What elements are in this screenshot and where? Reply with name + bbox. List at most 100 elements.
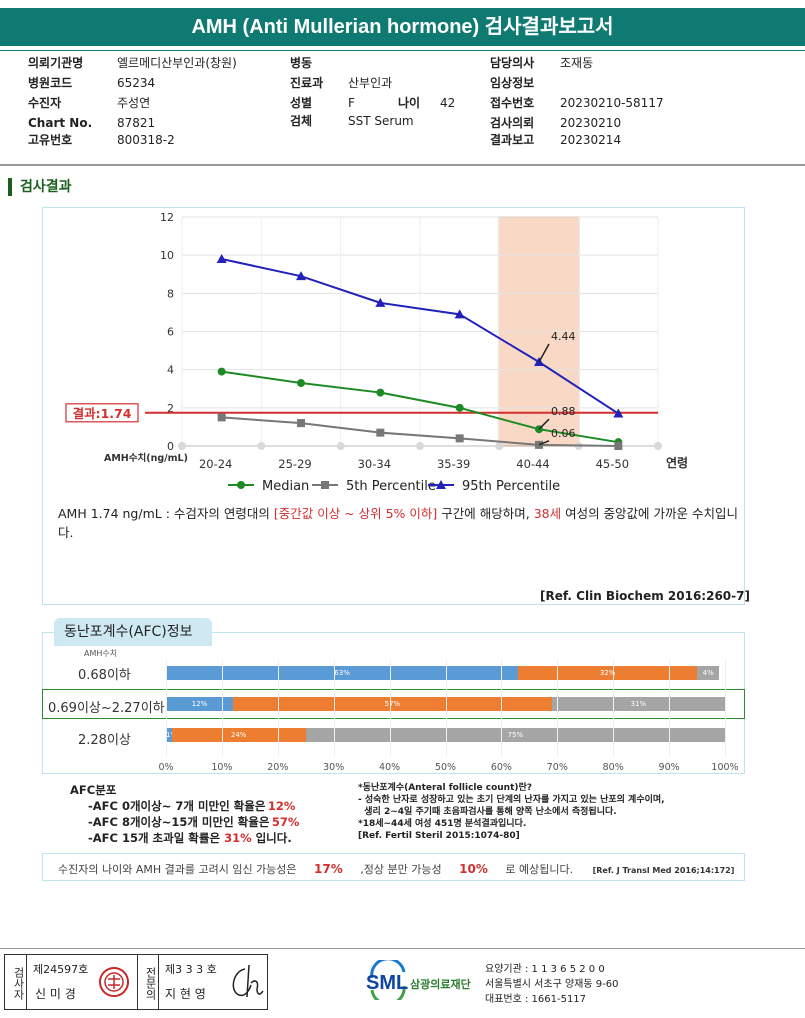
- afc-row-label: 0.68이하: [78, 668, 131, 683]
- legend-marker: [436, 480, 446, 489]
- comment-text: 구간에 해당하며,: [437, 506, 534, 521]
- afc-bar: 12% 57% 31%: [166, 697, 725, 711]
- amh-label: AMH수치: [84, 649, 118, 658]
- comment-age: 38세: [533, 506, 562, 521]
- x-tick-label: 25-29: [278, 457, 311, 471]
- approver-no: 제3 3 3 호: [165, 963, 217, 976]
- afc-bar: 1%24%75%: [166, 728, 725, 742]
- reference: [Ref. Clin Biochem 2016:260-7]: [540, 589, 750, 603]
- afc-dist-text: -AFC 0개이상~ 7개 미만인 확율은: [88, 799, 266, 813]
- afc-dist-value: 57%: [271, 815, 300, 829]
- info-value: 조재동: [560, 56, 594, 70]
- afc-note-line: *동난포계수(Anteral follicle count)란?: [358, 783, 532, 793]
- bottom-text: 수진자의 나이와 AMH 결과를 고려시 임신 가능성은: [58, 863, 297, 876]
- separator: [0, 164, 805, 166]
- annotation-label: 0.88: [551, 405, 576, 418]
- afc-dist-text: -AFC 15개 초과일 확률은: [88, 831, 221, 845]
- afc-dist-title: AFC분포: [70, 783, 117, 797]
- afc-bar-segment: 57%: [233, 697, 552, 711]
- afc-bar-segment: 31%: [551, 697, 725, 711]
- afc-note: *동난포계수(Anteral follicle count)란? - 성숙한 난…: [358, 782, 665, 842]
- info-value: F: [348, 96, 355, 110]
- afc-grid-line: [669, 660, 671, 756]
- afc-note-line: - 성숙한 난자로 성장하고 있는 초기 단계의 난자를 가지고 있는 난포의 …: [358, 795, 665, 805]
- afc-grid-line: [557, 660, 559, 756]
- afc-row-label: 2.28이상: [78, 733, 131, 748]
- afc-grid-line: [613, 660, 615, 756]
- info-label: 나이: [398, 96, 421, 110]
- y-tick-label: 10: [160, 249, 174, 262]
- patient-info: 의뢰기관명 엘르메디산부인과(창원) 병원코드 65234 수진자 주성연 Ch…: [0, 0, 805, 160]
- afc-x-tick: 40%: [379, 762, 401, 773]
- comment-highlight: [중간값 이상 ~ 상위 5% 이하]: [273, 506, 438, 521]
- info-value: 산부인과: [348, 76, 393, 90]
- info-label: 결과보고: [490, 133, 535, 147]
- org-code: 요양기관 : 1 1 3 6 5 2 0 0: [485, 964, 605, 975]
- y-axis-label: AMH수치(ng/mL): [104, 452, 188, 464]
- info-label: 접수번호: [490, 96, 535, 110]
- info-value: 65234: [117, 76, 156, 90]
- info-label: 임상정보: [490, 76, 535, 90]
- axis-dot: [336, 442, 345, 450]
- pregnancy-text: 수진자의 나이와 AMH 결과를 고려시 임신 가능성은 17% ,정상 분만 …: [58, 861, 734, 877]
- afc-distribution: AFC분포 -AFC 0개이상~ 7개 미만인 확율은 12% -AFC 8개이상…: [70, 782, 299, 846]
- p5-point: [376, 428, 385, 437]
- info-value: 엘르메디산부인과(창원): [117, 56, 237, 70]
- median-point: [297, 379, 305, 388]
- afc-grid-line: [333, 660, 335, 756]
- info-label: 병원코드: [28, 76, 73, 90]
- afc-x-tick: 20%: [267, 762, 289, 773]
- approver-name: 지 현 영: [165, 987, 206, 1001]
- delivery-value: 10%: [459, 862, 488, 876]
- bottom-text: 로 예상됩니다.: [505, 863, 574, 876]
- info-value: 20230214: [560, 133, 622, 147]
- axis-dot: [257, 442, 266, 450]
- afc-note-line: *18세~44세 여성 451명 분석결과입니다.: [358, 819, 527, 829]
- result-label-box: [65, 403, 139, 423]
- afc-grid-line: [221, 660, 223, 756]
- info-label: 진료과: [290, 76, 324, 90]
- afc-note-line: 생리 2~4일 주기때 초음파검사를 통해 양쪽 난소에서 측정됩니다.: [358, 807, 617, 817]
- afc-grid-line: [501, 660, 503, 756]
- annotation-label: 4.44: [551, 330, 576, 343]
- y-tick-label: 0: [167, 440, 174, 453]
- p95-point: [454, 309, 465, 319]
- info-label: 고유번호: [28, 133, 73, 147]
- signature: [232, 964, 264, 998]
- afc-x-tick: 90%: [658, 762, 680, 773]
- section-title: 검사결과: [8, 178, 72, 196]
- pregnancy-value: 17%: [314, 862, 343, 876]
- afc-x-tick: 80%: [602, 762, 624, 773]
- afc-bar-segment: 63%: [166, 666, 519, 680]
- afc-x-tick: 30%: [323, 762, 345, 773]
- x-tick-label: 45-50: [596, 457, 629, 471]
- signature-box: 검사자 제24597호 신 미 경 전문의 제3 3 3 호 지 현 영: [4, 954, 268, 1010]
- info-label: 성별: [290, 96, 313, 110]
- p5-point: [217, 413, 226, 422]
- afc-bar-segment: 12%: [166, 697, 234, 711]
- afc-x-tick: 100%: [711, 762, 739, 773]
- title-underline: [0, 50, 805, 51]
- result-comment: AMH 1.74 ng/mL : 수검자의 연령대의 [중간값 이상 ~ 상위 …: [58, 504, 748, 542]
- annotation-leader: [538, 418, 550, 430]
- afc-row-highlight: [42, 689, 745, 719]
- afc-x-tick: 70%: [546, 762, 568, 773]
- y-tick-label: 4: [167, 364, 174, 377]
- series-line-2: [221, 258, 619, 415]
- sml-logo: SML: [366, 972, 409, 994]
- p95-point: [613, 408, 624, 418]
- x-tick-label: 40-44: [516, 457, 549, 471]
- annotation-leader: [538, 343, 550, 363]
- x-axis-label: 연령: [666, 455, 688, 470]
- afc-grid-line: [725, 660, 726, 756]
- tester-no: 제24597호: [33, 963, 89, 976]
- legend-marker: [321, 481, 329, 489]
- afc-x-tick: 10%: [211, 762, 233, 773]
- info-value: 800318-2: [117, 133, 175, 147]
- amh-chart: 0 2 4 6 8 10 12 20-24 25-29 30-34 35-39 40-44 45-50 연…: [65, 211, 688, 494]
- afc-bar-segment: 1%: [166, 728, 172, 742]
- afc-grid-line: [389, 660, 391, 756]
- p95-point: [296, 271, 306, 281]
- afc-dist-text: -AFC 8개이상~15개 미만인 확율은: [88, 815, 270, 829]
- axis-dot: [416, 442, 424, 450]
